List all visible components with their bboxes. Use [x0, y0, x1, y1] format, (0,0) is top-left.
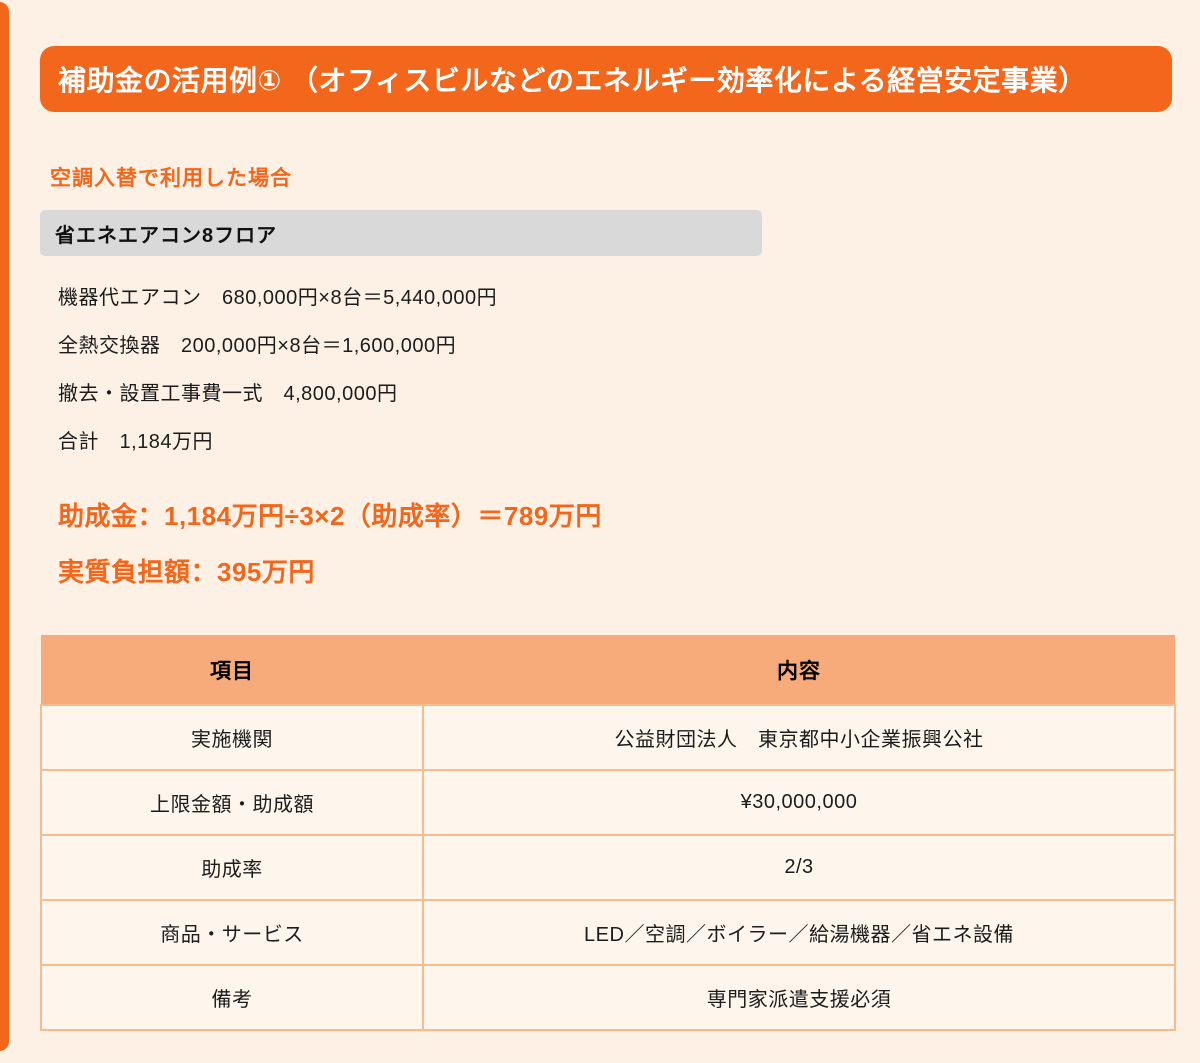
cell-value-products: LED／空調／ボイラー／給湯機器／省エネ設備 [422, 899, 1176, 966]
case-label-band: 省エネエアコン8フロア [40, 210, 762, 256]
cost-line-total: 合計 1,184万円 [58, 431, 214, 453]
cell-item-products: 商品・サービス [40, 899, 424, 966]
cell-item-subsidy-rate: 助成率 [40, 834, 424, 901]
table-row: 実施機関 公益財団法人 東京都中小企業振興公社 [40, 704, 1176, 771]
table-header-row: 項目 内容 [41, 635, 1175, 705]
summary-table-body: 実施機関 公益財団法人 東京都中小企業振興公社 上限金額・助成額 ¥30,000… [40, 704, 1176, 1031]
left-accent-bar [0, 2, 9, 1051]
cell-item-max-amount: 上限金額・助成額 [40, 769, 424, 836]
cost-breakdown: 機器代エアコン 680,000円×8台＝5,440,000円 全熱交換器 200… [58, 274, 497, 466]
cost-line-installation: 撤去・設置工事費一式 4,800,000円 [58, 383, 398, 405]
table-row: 備考 専門家派遣支援必須 [40, 964, 1176, 1031]
title-banner: 補助金の活用例① （オフィスビルなどのエネルギー効率化による経営安定事業） [40, 46, 1172, 112]
table-row: 商品・サービス LED／空調／ボイラー／給湯機器／省エネ設備 [40, 899, 1176, 966]
cell-value-max-amount: ¥30,000,000 [422, 769, 1176, 836]
table-row: 助成率 2/3 [40, 834, 1176, 901]
page-title: 補助金の活用例① （オフィスビルなどのエネルギー効率化による経営安定事業） [58, 65, 1087, 96]
summary-table-header: 項目 内容 [41, 635, 1175, 705]
cost-line-heat-exchanger: 全熱交換器 200,000円×8台＝1,600,000円 [58, 335, 457, 357]
cell-item-organization: 実施機関 [40, 704, 424, 771]
cell-value-remarks: 専門家派遣支援必須 [422, 964, 1176, 1031]
net-cost-line: 実質負担額：395万円 [58, 557, 315, 587]
case-label: 省エネエアコン8フロア [55, 224, 278, 247]
cost-line-equipment: 機器代エアコン 680,000円×8台＝5,440,000円 [58, 287, 498, 309]
table-row: 上限金額・助成額 ¥30,000,000 [40, 769, 1176, 836]
summary-table: 項目 内容 実施機関 公益財団法人 東京都中小企業振興公社 上限金額・助成額 ¥… [40, 635, 1176, 1031]
cell-item-remarks: 備考 [40, 964, 424, 1031]
column-header-item: 項目 [41, 635, 423, 705]
cell-value-subsidy-rate: 2/3 [422, 834, 1176, 901]
cell-value-organization: 公益財団法人 東京都中小企業振興公社 [422, 704, 1176, 771]
column-header-content: 内容 [423, 635, 1175, 705]
case-subtitle: 空調入替で利用した場合 [50, 167, 292, 190]
subsidy-amount-line: 助成金：1,184万円÷3×2（助成率）＝789万円 [58, 501, 602, 531]
